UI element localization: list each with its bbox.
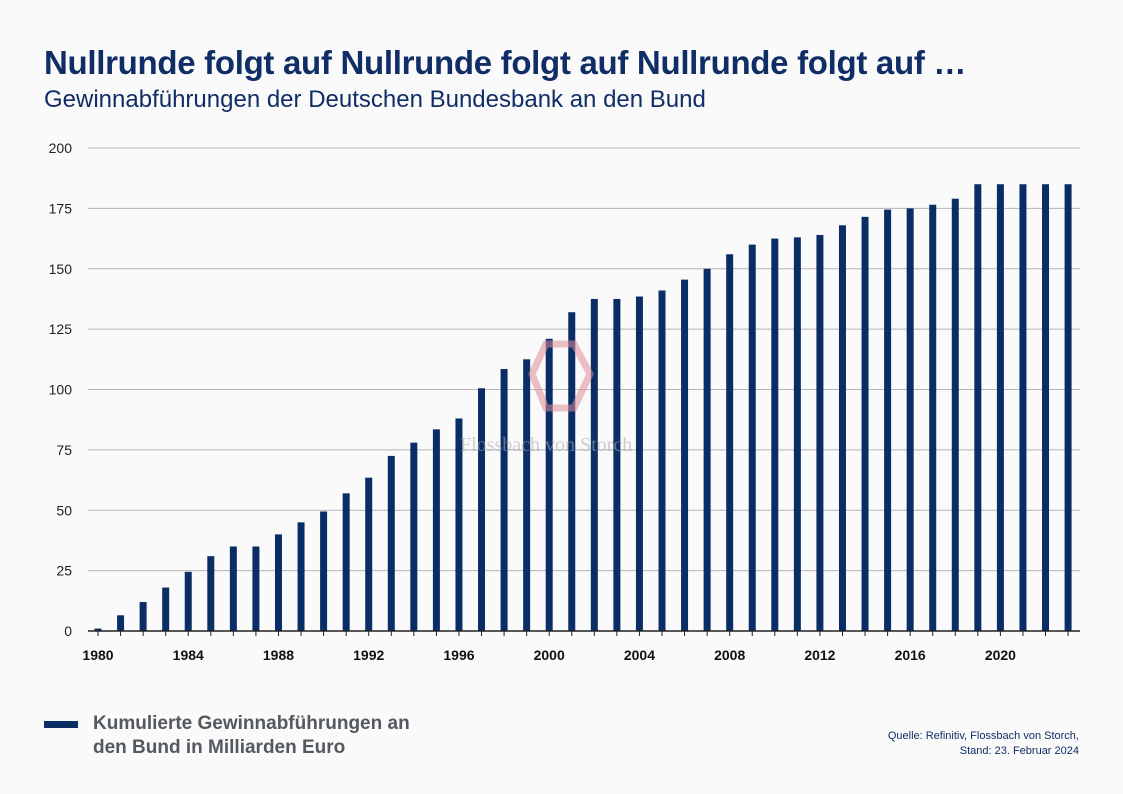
x-tick-label: 2020: [985, 647, 1016, 663]
bar: [184, 571, 192, 631]
bar: [500, 368, 508, 631]
bar: [884, 209, 892, 631]
legend: Kumulierte Gewinnabführungen an den Bund…: [44, 712, 413, 760]
bar: [771, 238, 779, 631]
y-tick-label: 25: [56, 563, 72, 579]
x-tick-label: 2008: [714, 647, 745, 663]
y-tick-label: 100: [49, 382, 73, 398]
legend-swatch: [44, 721, 78, 728]
bar: [320, 511, 328, 631]
bar: [252, 546, 260, 631]
bar: [545, 338, 553, 631]
bar: [432, 429, 440, 631]
x-tick-label: 2016: [895, 647, 926, 663]
chart-title: Nullrunde folgt auf Nullrunde folgt auf …: [44, 44, 967, 81]
bar: [996, 184, 1004, 631]
x-tick-label: 2012: [804, 647, 835, 663]
bar: [207, 556, 215, 631]
bar: [139, 602, 147, 631]
x-axis: 1980 1984 1988 1992 1996 2000 2004 2008 2012 2016…: [82, 630, 1080, 663]
y-tick-label: 150: [49, 261, 73, 277]
bar: [297, 522, 305, 631]
bar: [94, 628, 102, 631]
bar: [229, 546, 237, 631]
y-tick-label: 75: [56, 442, 72, 458]
bar: [681, 279, 689, 631]
chart-subtitle: Gewinnabführungen der Deutschen Bundesba…: [44, 86, 706, 113]
bar: [635, 296, 643, 631]
bar: [478, 388, 486, 631]
bar: [387, 455, 395, 631]
source-line-2: Stand: 23. Februar 2024: [959, 745, 1079, 757]
bar: [568, 312, 576, 631]
bar: [365, 477, 373, 631]
bar: [748, 244, 756, 631]
bar: [951, 198, 959, 631]
x-tick-label: 1996: [443, 647, 474, 663]
bar: [703, 268, 711, 631]
legend-label: Kumulierte Gewinnabführungen an den Bund…: [93, 713, 410, 758]
gridlines: [88, 147, 1080, 572]
bar: [929, 204, 937, 631]
bar: [906, 208, 914, 631]
bar: [410, 442, 418, 631]
source-note: Quelle: Refinitiv, Flossbach von Storch,…: [888, 729, 1079, 759]
bar: [861, 216, 869, 631]
bar: [658, 290, 666, 631]
y-tick-label: 0: [64, 623, 72, 639]
x-tick-label: 1988: [263, 647, 294, 663]
y-tick-label: 200: [49, 140, 73, 156]
bar: [726, 254, 734, 631]
y-axis-ticks: 0 25 50 75 100 125 150 175 200: [49, 140, 73, 639]
bar: [274, 534, 282, 631]
watermark-logo: [528, 340, 594, 412]
y-tick-label: 125: [49, 321, 73, 337]
bar: [523, 359, 531, 631]
bar: [1064, 184, 1072, 631]
x-tick-label: 1984: [173, 647, 204, 663]
bar: [117, 615, 125, 631]
bars: [94, 184, 1072, 632]
bar: [816, 234, 824, 631]
watermark-text: Flossbach von Storch: [460, 434, 633, 456]
bar: [1019, 184, 1027, 631]
bar: [793, 237, 801, 632]
source-line-1: Quelle: Refinitiv, Flossbach von Storch,: [887, 730, 1079, 742]
bar: [613, 298, 621, 631]
bar: [974, 184, 982, 631]
bar: [838, 225, 846, 631]
bar: [590, 298, 598, 631]
x-tick-label: 2000: [534, 647, 565, 663]
x-tick-label: 1992: [353, 647, 384, 663]
y-tick-label: 50: [56, 502, 72, 518]
bar: [455, 418, 463, 631]
bar: [162, 587, 170, 631]
y-tick-label: 175: [49, 200, 73, 216]
x-tick-label: 1980: [82, 647, 113, 663]
bar: [342, 493, 350, 631]
x-tick-label: 2004: [624, 647, 655, 663]
bar: [1042, 184, 1050, 631]
